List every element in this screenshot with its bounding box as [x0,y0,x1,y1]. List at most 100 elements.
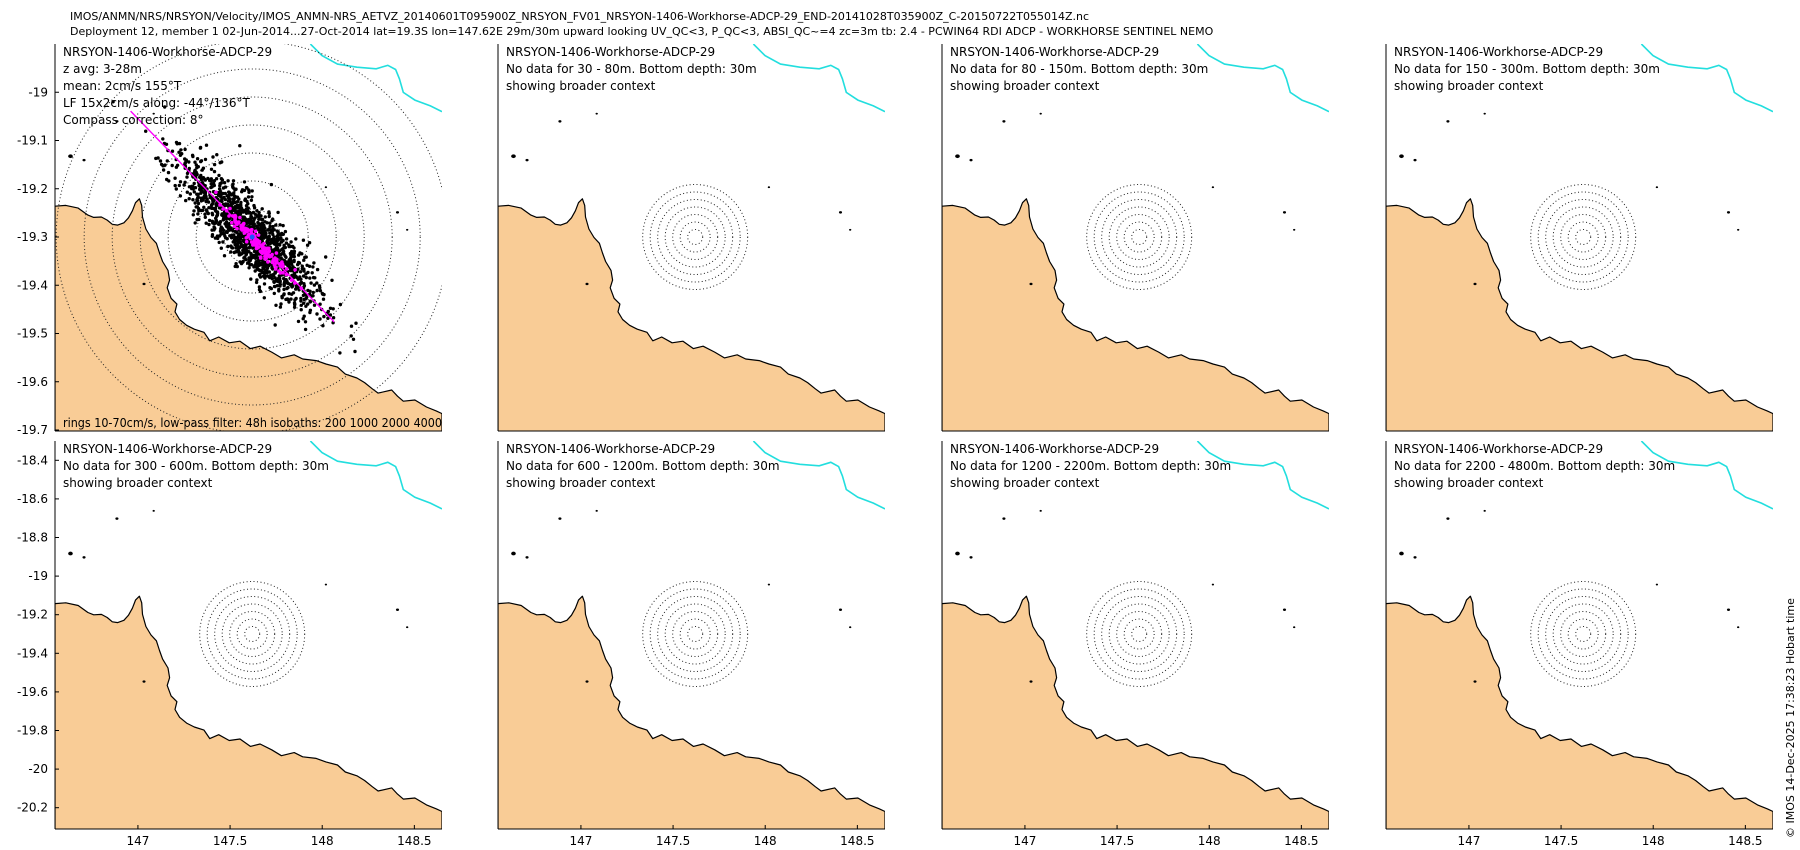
lowpass-point [256,233,261,237]
current-ring [1116,214,1163,260]
scatter-point [183,157,187,161]
island [1726,211,1731,214]
scatter-point [207,218,212,223]
scatter-point [280,296,284,300]
scatter-point [349,324,354,328]
lowpass-point [272,263,277,267]
isobath-line [309,441,442,510]
lowpass-point [230,220,234,225]
scatter-point [308,276,312,280]
scatter-point [267,264,271,268]
current-ring [642,581,749,687]
scatter-point [300,264,304,268]
scatter-point [235,250,240,254]
scatter-point [278,284,282,288]
scatter-point [235,195,240,199]
scatter-point [187,160,191,164]
lowpass-point [270,260,275,265]
scatter-point [235,210,239,214]
scatter-point [301,238,306,242]
island [1413,556,1417,559]
x-tick-label: 148 [1642,834,1665,848]
lowpass-point [269,253,274,258]
scatter-point [203,192,208,196]
scatter-point [237,212,241,217]
scatter-point [292,254,296,259]
scatter-point [234,262,238,266]
lowpass-point [293,281,297,285]
x-tick-label: 147.5 [656,834,690,848]
scatter-point [280,231,284,236]
scatter-point [246,202,250,206]
scatter-point [274,303,278,307]
island [1029,680,1033,683]
scatter-point [232,250,236,255]
island [595,112,598,115]
current-ring [1101,596,1178,672]
scatter-point [199,176,203,180]
scatter-point [212,162,217,167]
scatter-point [282,287,286,292]
current-ring [1123,618,1155,650]
scatter-point [277,242,282,246]
current-ring [687,229,704,245]
scatter-point [231,179,236,183]
island [595,509,598,512]
current-ring [236,618,268,650]
scatter-point [196,212,200,216]
lowpass-point [249,240,254,244]
current-ring [657,199,734,275]
scatter-point [260,230,264,234]
scatter-point [326,316,330,320]
lowpass-point [242,221,246,226]
scatter-point [167,179,171,183]
scatter-point [242,239,246,244]
scatter-point [243,250,247,255]
scatter-point [302,267,306,271]
current-ring [1093,588,1185,680]
lowpass-point [233,216,237,221]
scatter-point [240,208,245,212]
island [324,186,328,189]
scatter-point [245,218,249,222]
scatter-point [206,176,210,181]
scatter-point [318,302,322,306]
scatter-point [188,192,192,196]
panel-map [942,441,1329,829]
scatter-point [177,183,181,188]
scatter-point [267,211,271,216]
scatter-point [201,166,206,170]
scatter-point [219,246,223,250]
scatter-point [301,293,306,298]
current-ring [1567,221,1599,253]
scatter-point [158,159,163,163]
island [1413,158,1417,162]
scatter-point [178,180,183,184]
scatter-point [183,161,187,165]
panel-map [498,44,885,431]
island [1039,509,1042,512]
y-tick-label: -19.2 [17,608,48,622]
scatter-point [221,186,226,190]
scatter-point [232,239,236,243]
scatter-point [308,289,312,293]
scatter-point [255,224,259,228]
scatter-point [353,349,357,354]
y-tick-label: -18.4 [17,453,48,467]
scatter-point [200,181,205,185]
scatter-point [204,208,208,212]
scatter-point [111,100,115,104]
scatter-point [215,210,220,214]
scatter-point [259,269,263,273]
scatter-point [269,182,274,187]
scatter-point [257,213,261,217]
island [838,608,843,612]
scatter-point [210,185,214,189]
panel-3: NRSYON-1406-Workhorse-ADCP-29 No data for… [941,44,1329,432]
panel-info-line: No data for 2200 - 4800m. Bottom depth: … [1394,459,1675,473]
scatter-point [222,181,227,185]
scatter-point [228,234,232,238]
scatter-point [276,277,280,282]
scatter-point [328,306,333,310]
